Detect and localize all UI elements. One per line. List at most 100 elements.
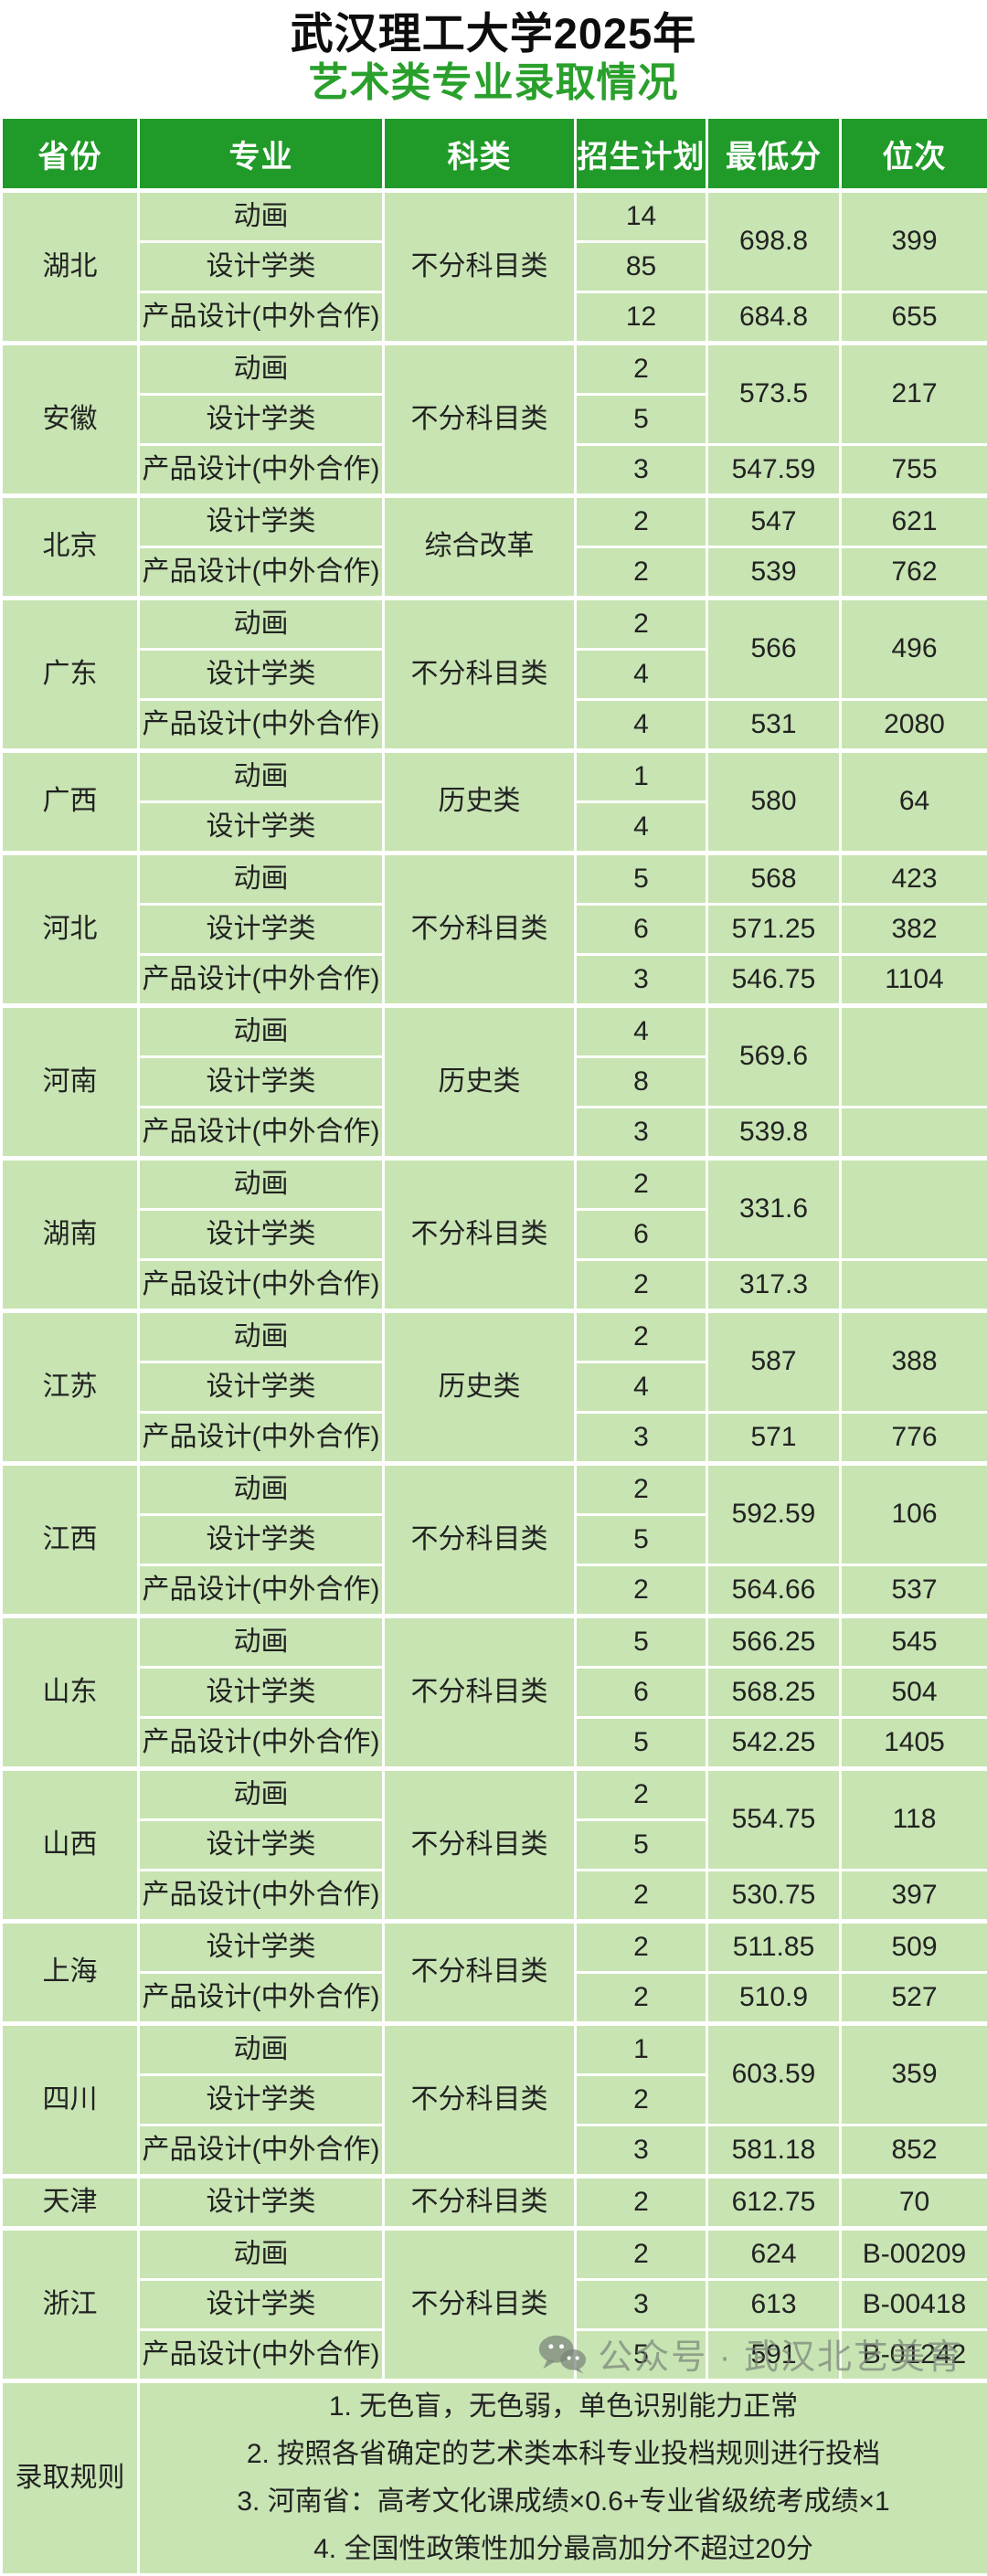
- plan-cell: 2: [576, 2075, 707, 2125]
- min-score-cell: 568.25: [707, 1668, 841, 1718]
- province-cell: 河南: [2, 1006, 139, 1159]
- province-cell: 河北: [2, 853, 139, 1006]
- rank-cell: 217: [841, 344, 987, 445]
- rank-cell: 399: [841, 191, 987, 292]
- min-score-cell: 592.59: [707, 1464, 841, 1565]
- major-cell: 动画: [139, 2024, 384, 2075]
- rank-cell: 397: [841, 1871, 987, 1922]
- major-cell: 设计学类: [139, 1922, 384, 1973]
- major-cell: 动画: [139, 2229, 384, 2280]
- major-cell: 动画: [139, 1769, 384, 1820]
- plan-cell: 4: [576, 802, 707, 853]
- plan-cell: 1: [576, 751, 707, 802]
- plan-cell: 2: [576, 599, 707, 650]
- plan-cell: 2: [576, 1311, 707, 1362]
- plan-cell: 2: [576, 344, 707, 395]
- plan-cell: 5: [576, 853, 707, 905]
- major-cell: 动画: [139, 853, 384, 905]
- plan-cell: 4: [576, 700, 707, 751]
- major-cell: 动画: [139, 599, 384, 650]
- min-score-cell: 569.6: [707, 1006, 841, 1108]
- min-score-cell: 542.25: [707, 1718, 841, 1769]
- min-score-cell: 539.8: [707, 1108, 841, 1159]
- major-cell: 产品设计(中外合作): [139, 2330, 384, 2381]
- plan-cell: 2: [576, 2229, 707, 2280]
- category-cell: 不分科目类: [384, 191, 576, 344]
- major-cell: 设计学类: [139, 650, 384, 700]
- category-cell: 不分科目类: [384, 1769, 576, 1922]
- rules-line: 2. 按照各省确定的艺术类本科专业投档规则进行投档: [140, 2431, 987, 2478]
- major-cell: 动画: [139, 1464, 384, 1515]
- category-cell: 不分科目类: [384, 1617, 576, 1769]
- province-cell: 广东: [2, 599, 139, 751]
- plan-cell: 2: [576, 1159, 707, 1210]
- major-cell: 设计学类: [139, 2075, 384, 2125]
- plan-cell: 8: [576, 1057, 707, 1108]
- province-cell: 山东: [2, 1617, 139, 1769]
- plan-cell: 4: [576, 1006, 707, 1057]
- rank-cell: 118: [841, 1769, 987, 1871]
- min-score-cell: 603.59: [707, 2024, 841, 2125]
- rank-cell: [841, 1006, 987, 1108]
- rank-cell: 2080: [841, 700, 987, 751]
- major-cell: 设计学类: [139, 1820, 384, 1871]
- major-cell: 产品设计(中外合作): [139, 700, 384, 751]
- min-score-cell: 510.9: [707, 1973, 841, 2024]
- major-cell: 产品设计(中外合作): [139, 547, 384, 599]
- plan-cell: 5: [576, 1718, 707, 1769]
- category-cell: 综合改革: [384, 496, 576, 599]
- plan-cell: 14: [576, 191, 707, 242]
- major-cell: 产品设计(中外合作): [139, 1973, 384, 2024]
- rank-cell: B-01242: [841, 2330, 987, 2381]
- min-score-cell: 573.5: [707, 344, 841, 445]
- plan-cell: 3: [576, 2280, 707, 2330]
- plan-cell: 3: [576, 445, 707, 496]
- min-score-cell: 547: [707, 496, 841, 547]
- rank-cell: 64: [841, 751, 987, 853]
- min-score-cell: 613: [707, 2280, 841, 2330]
- plan-cell: 5: [576, 1515, 707, 1565]
- header-plan: 招生计划: [576, 118, 707, 191]
- category-cell: 不分科目类: [384, 1922, 576, 2024]
- rank-cell: 70: [841, 2177, 987, 2229]
- major-cell: 设计学类: [139, 496, 384, 547]
- plan-cell: 5: [576, 1820, 707, 1871]
- min-score-cell: 566: [707, 599, 841, 700]
- province-cell: 广西: [2, 751, 139, 853]
- rules-line: 1. 无色盲，无色弱，单色识别能力正常: [140, 2383, 987, 2431]
- major-cell: 动画: [139, 1006, 384, 1057]
- rank-cell: 496: [841, 599, 987, 700]
- plan-cell: 2: [576, 1922, 707, 1973]
- rules-section: 录取规则 1. 无色盲，无色弱，单色识别能力正常 2. 按照各省确定的艺术类本科…: [2, 2381, 987, 2575]
- rank-cell: 545: [841, 1617, 987, 1668]
- province-cell: 江苏: [2, 1311, 139, 1464]
- min-score-cell: 571: [707, 1413, 841, 1464]
- rank-cell: 388: [841, 1311, 987, 1413]
- province-cell: 山西: [2, 1769, 139, 1922]
- rank-cell: 382: [841, 905, 987, 955]
- rank-cell: 509: [841, 1922, 987, 1973]
- plan-cell: 2: [576, 1565, 707, 1617]
- category-cell: 不分科目类: [384, 1159, 576, 1311]
- rank-cell: B-00418: [841, 2280, 987, 2330]
- plan-cell: 3: [576, 2125, 707, 2177]
- province-cell: 北京: [2, 496, 139, 599]
- min-score-cell: 546.75: [707, 955, 841, 1006]
- major-cell: 设计学类: [139, 1668, 384, 1718]
- rules-line: 4. 全国性政策性加分最高加分不超过20分: [140, 2526, 987, 2573]
- min-score-cell: 580: [707, 751, 841, 853]
- rank-cell: 776: [841, 1413, 987, 1464]
- plan-cell: 6: [576, 905, 707, 955]
- category-cell: 不分科目类: [384, 2177, 576, 2229]
